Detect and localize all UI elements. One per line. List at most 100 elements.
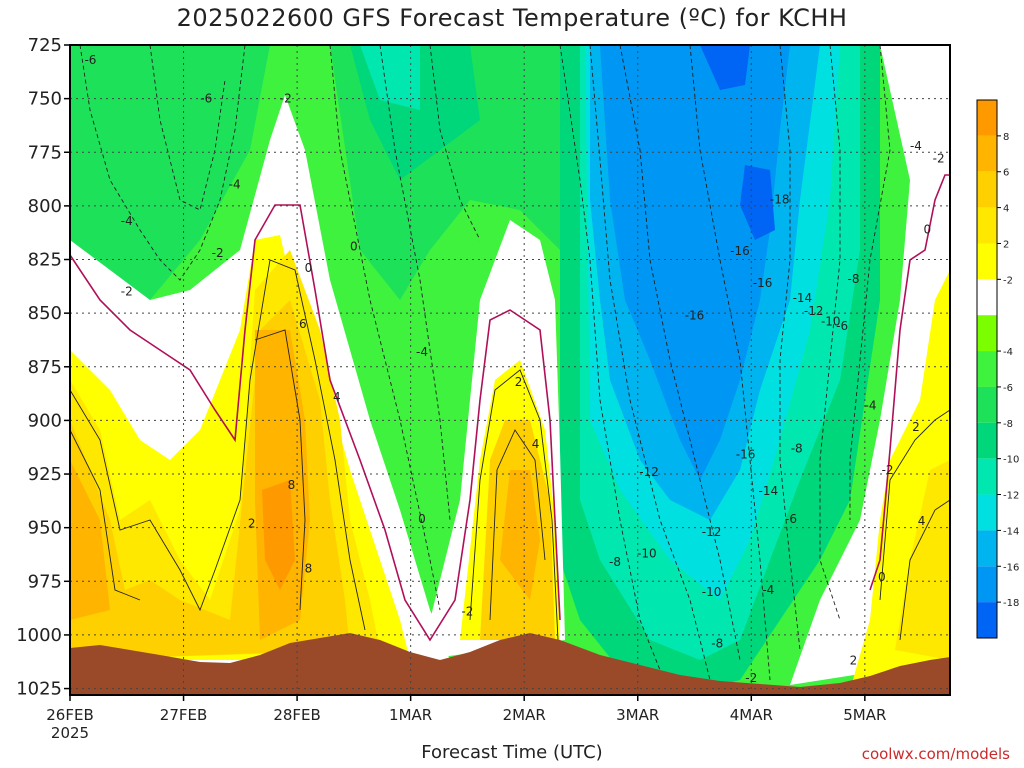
colorbar-band [977,315,997,352]
y-tick-label: 1000 [16,625,62,646]
contour-label: 4 [918,514,926,528]
region-west-8 [262,480,295,590]
colorbar: 8 6 4 2 -2 -4 -6 -8 -10 -12 -14 -16 -18 [976,99,1019,639]
contour-label: -4 [910,139,922,153]
contour-label: 0 [418,512,426,526]
y-tick-label: 950 [28,518,62,539]
colorbar-band [977,494,997,531]
colorbar-tick-label: -2 [1003,275,1013,286]
contour-label: -8 [711,637,723,651]
contour-label: -2 [461,604,473,618]
contour-label: 2 [912,420,920,434]
x-tick-label: 28FEB [273,706,320,724]
terrain [70,633,950,695]
contour-label: 6 [299,317,307,331]
colorbar-tick-label: -10 [1003,455,1019,466]
contour-label: -16 [753,276,773,290]
plot-frame [69,44,951,696]
y-tick-label: 725 [28,35,62,56]
colorbar-band [977,100,997,136]
contour-label: 0 [305,261,313,275]
y-tick-label: 850 [28,303,62,324]
colorbar-tick-label: 4 [1003,204,1009,215]
x-tick-label: 1MAR [389,706,432,724]
contour-label: -14 [793,291,813,305]
region-center-6to8 [500,470,540,600]
x-tick-label: 26FEB [46,706,93,724]
colorbar-tick-label: -12 [1003,491,1019,502]
contour-label: 8 [305,561,313,575]
colorbar-band [977,279,997,316]
x-tick-label: 5MAR [843,706,886,724]
contour-label: -2 [212,246,224,260]
colorbar-tick-label: -14 [1003,526,1019,537]
colorbar-band [977,422,997,459]
contour-label: 2 [850,654,858,668]
contour-label: -6 [836,319,848,333]
site-credit[interactable]: coolwx.com/models [861,745,1010,763]
y-tick-label: 875 [28,357,62,378]
colorbar-tick-label: 6 [1003,168,1009,179]
x-year-label: 2025 [51,724,89,742]
contour-label: -8 [609,555,621,569]
colorbar-tick-label: -4 [1003,347,1013,358]
contour-label: 4 [333,390,341,404]
y-tick-label: 775 [28,142,62,163]
y-tick-label: 975 [28,571,62,592]
colorbar-tick-label: 2 [1003,239,1009,250]
colorbar-band [977,386,997,423]
colorbar-band [977,351,997,387]
y-tick-label: 925 [28,464,62,485]
contour-label: -12 [702,525,722,539]
x-axis-title: Forecast Time (UTC) [421,742,603,763]
contour-label: 0 [878,570,886,584]
y-axis: 725 750 775 800 825 850 875 900 925 950 975 1000 102… [16,35,70,700]
y-tick-label: 900 [28,410,62,431]
colorbar-band [977,243,997,280]
warm-contours [70,259,950,641]
contour-label: -6 [84,53,96,67]
region-west-6to8 [70,460,110,620]
contour-label: -18 [770,192,790,206]
x-tick-label: 3MAR [616,706,659,724]
colorbar-tick-label: -18 [1003,598,1019,609]
contour-label: -4 [416,345,428,359]
colorbar-band [977,135,997,172]
contour-label: -6 [785,512,797,526]
colorbar-band [977,458,997,495]
y-tick-label: 800 [28,196,62,217]
contour-label: -16 [685,308,705,322]
colorbar-tick-label: -16 [1003,562,1019,573]
contour-label: -12 [639,465,659,479]
contour-label: 0 [923,222,931,236]
colorbar-frame [976,99,998,639]
region-east-warm-2 [895,460,950,660]
freezing-line [70,204,561,642]
colorbar-band [977,566,997,603]
contour-label: -2 [280,92,292,106]
colorbar-band [977,602,997,638]
contour-label: 2 [248,516,256,530]
contour-label: 2 [515,375,523,389]
contour-label: -4 [121,214,133,228]
y-tick-label: 825 [28,250,62,271]
contour-label: 4 [532,437,540,451]
contour-label: 0 [350,240,358,254]
contour-label: -2 [745,671,757,685]
colorbar-band [977,171,997,208]
contour-label: -6 [200,92,212,106]
region-cold-core-2 [740,165,775,240]
contour-label: -10 [702,585,722,599]
contour-label: -2 [121,285,133,299]
colorbar-band [977,530,997,567]
y-tick-label: 750 [28,89,62,110]
contour-label: -16 [730,244,750,258]
contour-label: -14 [759,484,779,498]
colorbar-band [977,207,997,244]
contour-label: -8 [847,272,859,286]
x-axis: 26FEB 27FEB 28FEB 1MAR 2MAR 3MAR 4MAR 5MAR 2025 [46,695,886,742]
contour-label: -10 [821,315,841,329]
